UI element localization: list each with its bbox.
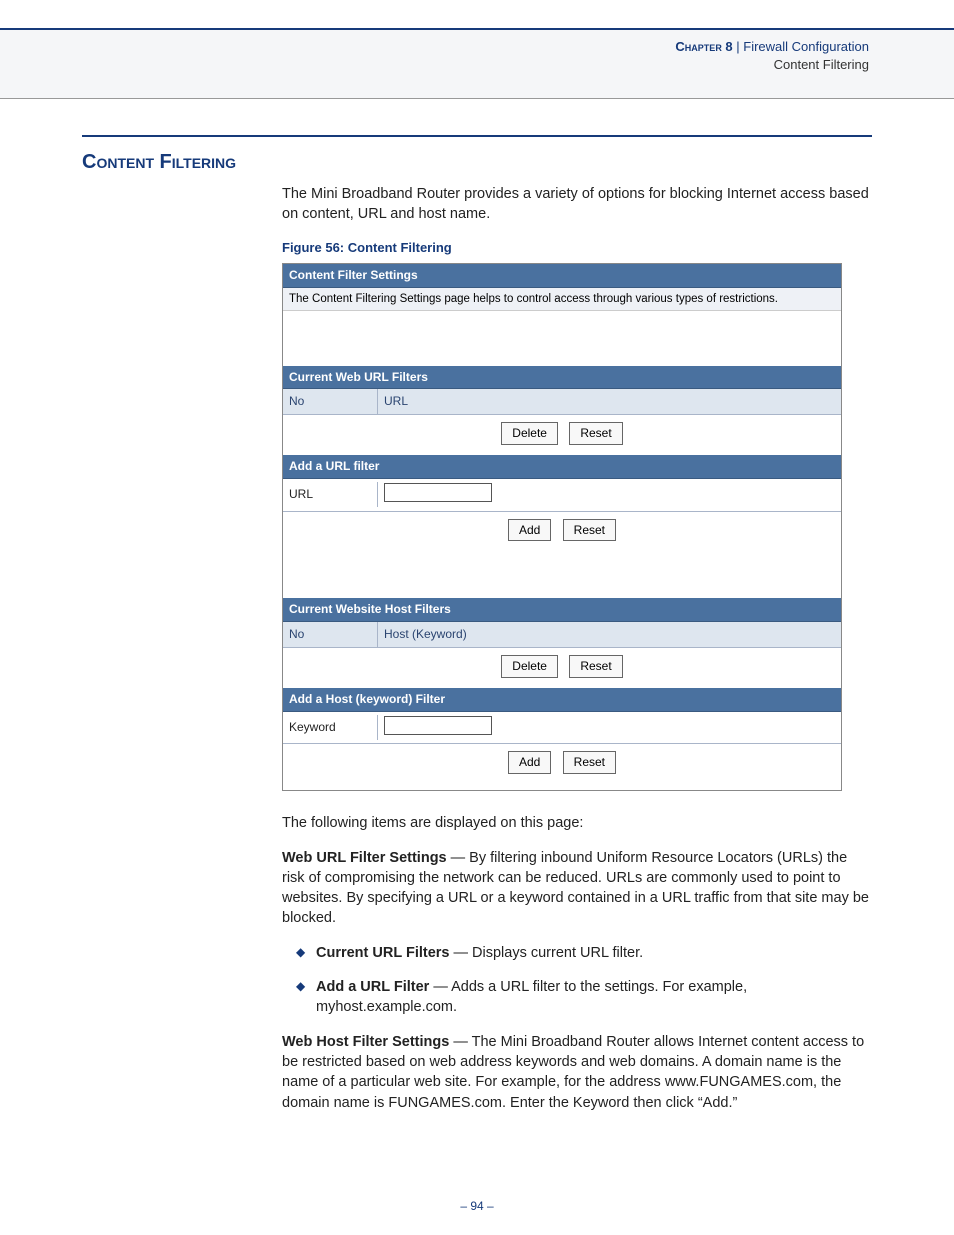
column-host: Host (Keyword) (378, 622, 841, 647)
post-figure-intro: The following items are displayed on thi… (282, 813, 872, 833)
table-header-row: No Host (Keyword) (283, 622, 841, 648)
bullet-text: — Displays current URL filter. (449, 945, 643, 961)
panel-content-filter-settings: Content Filter Settings (283, 264, 841, 288)
column-no: No (283, 389, 378, 414)
page-content: Content Filtering The Mini Broadband Rou… (82, 135, 872, 1127)
panel-add-host-filter: Add a Host (keyword) Filter (283, 688, 841, 712)
column-url: URL (378, 389, 841, 414)
add-button[interactable]: Add (508, 751, 551, 774)
button-row: Add Reset (283, 744, 841, 784)
reset-button[interactable]: Reset (569, 422, 622, 445)
page-number: – 94 – (0, 1199, 954, 1213)
form-row-keyword: Keyword (283, 712, 841, 745)
bullet-label: Add a URL Filter (316, 979, 429, 995)
form-row-url: URL (283, 479, 841, 512)
column-no: No (283, 622, 378, 647)
chapter-label: Chapter 8 (675, 39, 732, 54)
add-button[interactable]: Add (508, 519, 551, 542)
reset-button[interactable]: Reset (563, 751, 616, 774)
panel-description: The Content Filtering Settings page help… (283, 288, 841, 311)
list-item: Add a URL Filter — Adds a URL filter to … (296, 977, 872, 1018)
page: Chapter 8 | Firewall Configuration Conte… (0, 0, 954, 1235)
bullet-label: Current URL Filters (316, 945, 449, 961)
item-web-host-filter-settings: Web Host Filter Settings — The Mini Broa… (282, 1032, 872, 1113)
list-item: Current URL Filters — Displays current U… (296, 943, 872, 963)
header-subsection: Content Filtering (0, 56, 869, 74)
button-row: Add Reset (283, 512, 841, 552)
reset-button[interactable]: Reset (563, 519, 616, 542)
spacer (283, 551, 841, 598)
label-keyword: Keyword (283, 715, 378, 740)
page-header: Chapter 8 | Firewall Configuration Conte… (0, 28, 954, 99)
embedded-ui-screenshot: Content Filter Settings The Content Filt… (282, 263, 842, 791)
header-separator: | (733, 39, 744, 54)
delete-button[interactable]: Delete (501, 655, 558, 678)
label-url: URL (283, 482, 378, 507)
button-row: Delete Reset (283, 415, 841, 455)
button-row: Delete Reset (283, 648, 841, 688)
item-web-url-filter-settings: Web URL Filter Settings — By filtering i… (282, 848, 872, 929)
reset-button[interactable]: Reset (569, 655, 622, 678)
keyword-input[interactable] (384, 716, 492, 735)
section-title: Content Filtering (82, 151, 872, 174)
figure-caption: Figure 56: Content Filtering (282, 239, 872, 257)
table-header-row: No URL (283, 389, 841, 415)
body-column: The Mini Broadband Router provides a var… (282, 184, 872, 1113)
panel-current-web-url-filters: Current Web URL Filters (283, 366, 841, 390)
spacer (283, 311, 841, 366)
panel-add-url-filter: Add a URL filter (283, 455, 841, 479)
item-label: Web URL Filter Settings (282, 850, 447, 866)
bullet-list: Current URL Filters — Displays current U… (282, 943, 872, 1018)
section-rule (82, 135, 872, 137)
url-input[interactable] (384, 483, 492, 502)
delete-button[interactable]: Delete (501, 422, 558, 445)
chapter-title: Firewall Configuration (743, 39, 869, 54)
panel-current-website-host-filters: Current Website Host Filters (283, 598, 841, 622)
item-label: Web Host Filter Settings (282, 1034, 449, 1050)
intro-paragraph: The Mini Broadband Router provides a var… (282, 184, 872, 225)
